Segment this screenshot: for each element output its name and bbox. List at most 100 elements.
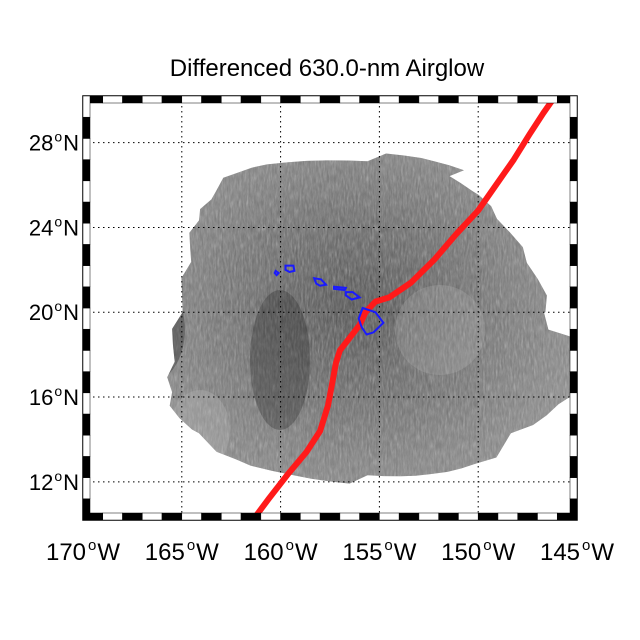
frame-block-bottom	[379, 512, 400, 521]
frame-block-right	[569, 392, 578, 415]
frame-block-bottom	[181, 512, 202, 521]
track-line	[249, 96, 559, 520]
frame-block-left	[82, 222, 91, 245]
frame-block-top	[319, 95, 341, 104]
lat-tick-label: 24oN	[29, 213, 79, 240]
frame-block-left	[82, 307, 91, 330]
frame-block-bottom	[359, 512, 380, 521]
frame-block-left	[82, 159, 91, 182]
island-molokai	[333, 285, 348, 292]
frame-block-bottom	[418, 512, 439, 521]
island-kauai	[284, 264, 296, 274]
frame-block-bottom	[497, 512, 518, 521]
frame-block-bottom	[398, 512, 420, 521]
frame-block-top	[438, 95, 459, 104]
lon-tick-label: 170 oW	[46, 537, 120, 566]
frame-block-bottom	[477, 512, 499, 521]
frame-block-top	[398, 95, 420, 104]
frame-block-top	[339, 95, 360, 104]
frame-block-right	[569, 350, 578, 372]
frame-block-left	[82, 392, 91, 415]
frame-block-right	[569, 413, 578, 436]
frame-block-left	[82, 413, 91, 436]
figure-title: Differenced 630.0-nm Airglow	[170, 55, 485, 82]
lat-tick-label: 20oN	[29, 298, 79, 325]
frame-block-bottom	[102, 512, 123, 521]
island-maui	[344, 291, 362, 301]
latitude-tick-labels: 12oN 16oN 20oN 24oN 28oN	[29, 129, 79, 495]
frame-block-left	[82, 95, 91, 118]
island-oahu	[312, 277, 328, 287]
frame-block-bottom	[517, 512, 538, 521]
frame-block-top	[142, 95, 163, 104]
frame-block-top	[537, 95, 558, 104]
frame-block-bottom	[201, 512, 222, 521]
frame-block-bottom	[142, 512, 163, 521]
lat-lon-grid	[83, 96, 577, 520]
lon-tick-label: 150 oW	[441, 537, 515, 566]
frame-block-right	[569, 371, 578, 394]
frame-block-top	[359, 95, 380, 104]
frame-block-top	[497, 95, 518, 104]
lon-tick-label: 155 oW	[342, 537, 416, 566]
frame-block-top	[201, 95, 222, 104]
frame-block-left	[82, 350, 91, 372]
frame-block-top	[181, 95, 202, 104]
frame-block-left	[82, 265, 91, 288]
frame-block-right	[569, 180, 578, 203]
frame-block-bottom	[161, 512, 183, 521]
frame-block-top	[517, 95, 538, 104]
frame-block-top	[280, 95, 301, 104]
frame-block-right	[569, 265, 578, 288]
frame-block-left	[82, 477, 91, 500]
frame-block-left	[82, 434, 91, 457]
frame-block-left	[82, 244, 91, 266]
frame-block-top	[379, 95, 400, 104]
frame-block-bottom	[339, 512, 360, 521]
lon-tick-label: 160 oW	[244, 537, 318, 566]
frame-block-top	[240, 95, 262, 104]
frame-block-right	[569, 222, 578, 245]
longitude-tick-labels: 170 oW 165 oW 160 oW 155 oW 150 oW 145 oW	[46, 537, 614, 566]
frame-block-right	[569, 286, 578, 309]
frame-block-bottom	[319, 512, 341, 521]
frame-block-right	[569, 328, 578, 351]
frame-block-bottom	[280, 512, 301, 521]
frame-block-bottom	[122, 512, 143, 521]
map-frame	[82, 95, 578, 521]
frame-block-left	[82, 138, 91, 160]
frame-block-bottom	[438, 512, 459, 521]
frame-block-bottom	[240, 512, 262, 521]
frame-block-left	[82, 116, 91, 139]
frame-block-bottom	[300, 512, 321, 521]
frame-block-bottom	[458, 512, 479, 521]
lat-tick-label: 28oN	[29, 129, 79, 156]
frame-block-right	[569, 116, 578, 139]
frame-block-right	[569, 456, 578, 478]
frame-block-left	[82, 498, 91, 521]
frame-block-top	[260, 95, 281, 104]
lon-tick-label: 165 oW	[145, 537, 219, 566]
frame-block-top	[477, 95, 499, 104]
frame-block-right	[569, 244, 578, 266]
frame-block-top	[122, 95, 143, 104]
frame-block-bottom	[537, 512, 558, 521]
frame-block-left	[82, 456, 91, 478]
lon-tick-label: 145 oW	[540, 537, 614, 566]
frame-block-top	[458, 95, 479, 104]
frame-block-left	[82, 286, 91, 309]
frame-block-right	[569, 201, 578, 224]
frame-block-right	[569, 159, 578, 182]
frame-block-left	[82, 180, 91, 203]
frame-block-bottom	[260, 512, 281, 521]
frame-block-left	[82, 371, 91, 394]
frame-block-top	[300, 95, 321, 104]
frame-block-right	[569, 307, 578, 330]
frame-block-right	[569, 498, 578, 521]
lat-tick-label: 12oN	[29, 468, 79, 495]
island-hawaii	[357, 306, 385, 336]
frame-block-top	[161, 95, 183, 104]
island-niihau	[273, 269, 281, 277]
frame-block-top	[102, 95, 123, 104]
